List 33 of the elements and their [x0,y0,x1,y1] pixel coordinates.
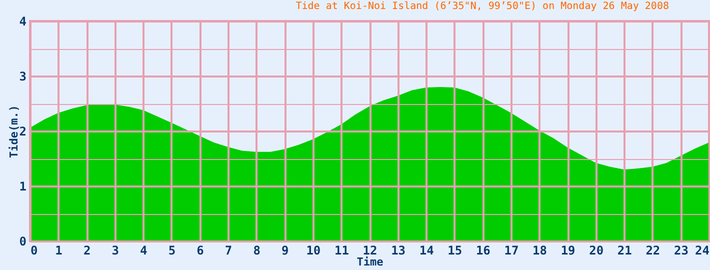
x-tick-label: 17 [504,244,519,258]
x-tick-label: 2 [83,244,91,258]
x-tick-label: 12 [362,244,378,258]
x-axis-title: Time [356,256,384,268]
x-tick-label: 19 [560,244,576,258]
x-tick-label: 14 [419,244,434,258]
x-tick-label: 5 [168,244,176,258]
x-tick-label: 11 [334,244,349,258]
x-tick-label: 6 [196,244,204,258]
x-tick-label: 15 [448,244,462,258]
y-tick-label: 3 [19,70,26,84]
y-tick-label: 1 [19,180,26,194]
x-tick-label: 23 [674,244,688,258]
y-tick-label: 0 [19,234,26,248]
x-tick-label: 7 [224,244,232,258]
x-tick-label: 16 [476,244,490,258]
x-tick-label: 8 [253,244,260,258]
x-tick-label: 22 [646,244,660,258]
x-tick-label: 0 [30,244,38,258]
x-tick-label: 13 [391,244,406,258]
x-tick-label: 10 [306,244,321,258]
x-tick-label: 20 [589,244,604,258]
y-axis-title: Tide(m.) [7,105,20,158]
y-tick-label: 4 [19,14,26,28]
x-tick-label: 1 [55,244,62,258]
x-tick-label: 18 [532,244,547,258]
y-tick-label: 2 [19,124,26,138]
x-tick-label: 21 [617,244,632,258]
x-tick-label: 24 [695,244,710,258]
chart-title: Tide at Koi-Noi Island (6’35"N, 99’50"E) on Monday 26 May 2008 [296,1,669,12]
x-tick-label: 9 [282,244,289,258]
x-tick-label: 4 [140,244,148,258]
x-tick-label: 3 [112,244,119,258]
